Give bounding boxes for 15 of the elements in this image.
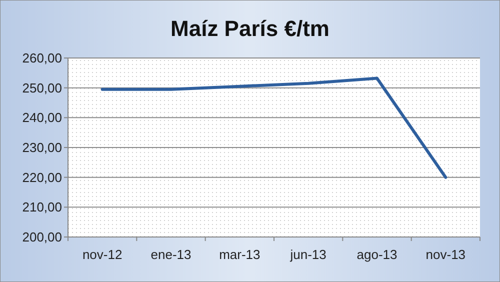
y-tick-label: 230,00 bbox=[22, 140, 62, 156]
x-tick-label: jun-13 bbox=[289, 247, 326, 262]
chart-title: Maíz París €/tm bbox=[170, 16, 330, 41]
x-tick-label: nov-13 bbox=[426, 247, 466, 262]
y-tick-label: 210,00 bbox=[22, 200, 62, 215]
x-tick-label: ene-13 bbox=[150, 247, 192, 262]
line-series bbox=[100, 76, 448, 179]
y-tick-label: 200,00 bbox=[22, 230, 62, 245]
x-tick-label: mar-13 bbox=[219, 247, 260, 262]
y-tick-label: 250,00 bbox=[22, 80, 62, 96]
y-tick-label: 240,00 bbox=[22, 110, 62, 126]
y-tick-label: 260,00 bbox=[22, 50, 62, 66]
x-tick-label: nov-12 bbox=[82, 247, 122, 262]
y-tick-label: 220,00 bbox=[22, 170, 62, 185]
x-tick-label: ago-13 bbox=[356, 247, 398, 262]
